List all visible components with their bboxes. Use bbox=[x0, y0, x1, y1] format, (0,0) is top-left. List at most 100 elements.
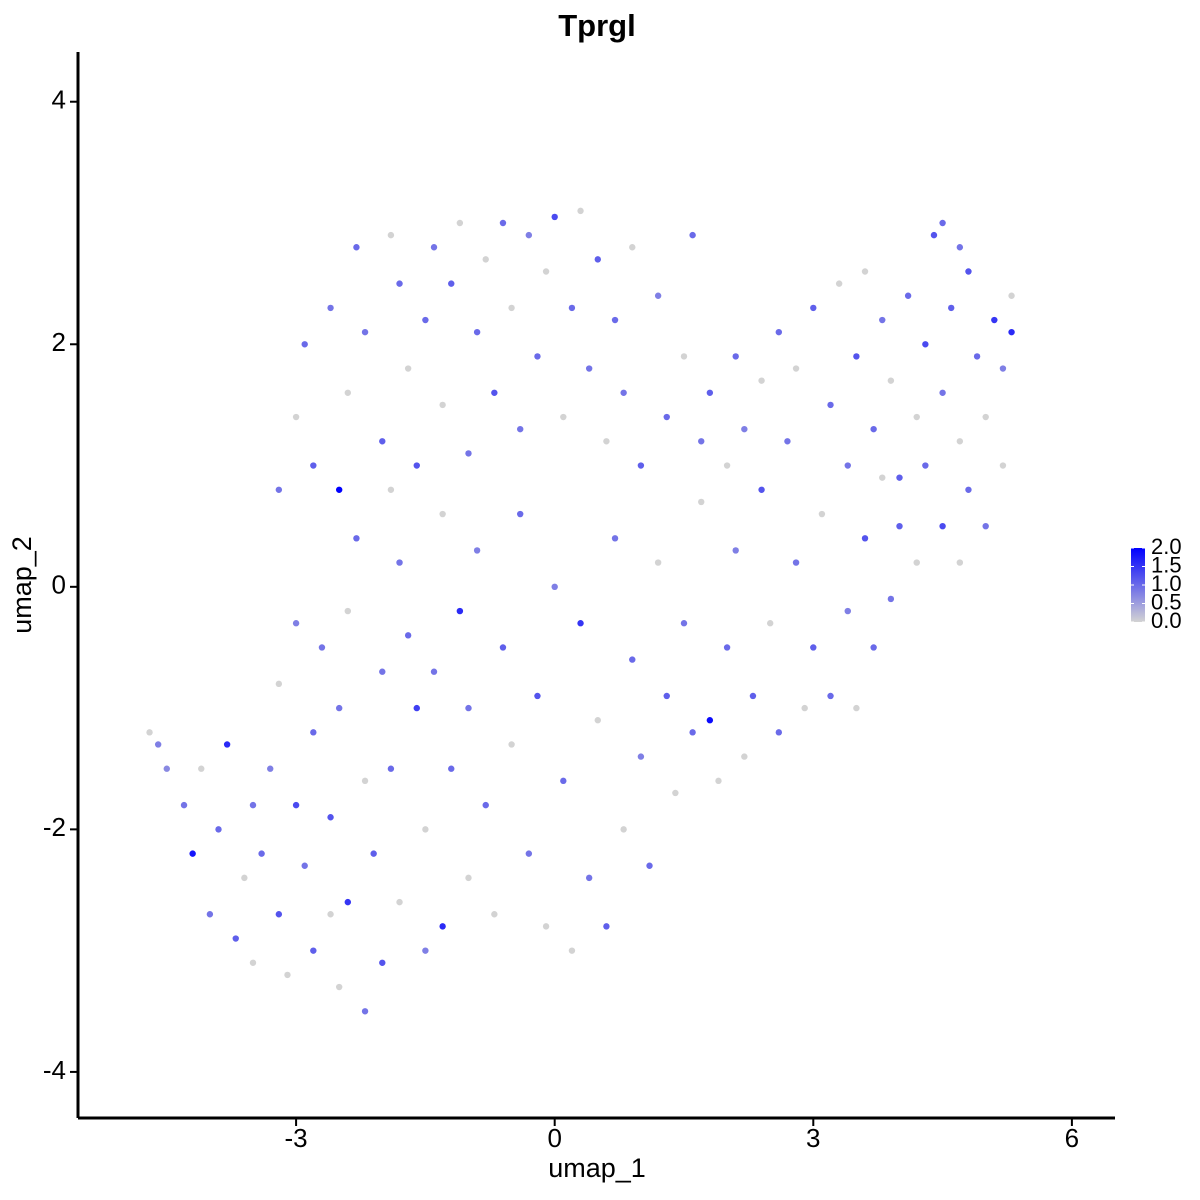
point bbox=[163, 765, 170, 772]
point bbox=[611, 316, 619, 324]
point bbox=[861, 268, 869, 275]
point bbox=[939, 219, 946, 227]
colorbar-tick-label: 2.0 bbox=[1151, 534, 1182, 559]
point bbox=[637, 753, 645, 760]
point bbox=[732, 547, 739, 554]
point bbox=[249, 959, 257, 966]
point bbox=[620, 826, 627, 833]
point bbox=[818, 510, 826, 518]
point bbox=[792, 365, 800, 372]
point bbox=[973, 353, 981, 360]
point bbox=[413, 704, 420, 712]
point bbox=[758, 486, 765, 493]
colorbar-tick-label: 1.0 bbox=[1151, 571, 1182, 596]
point bbox=[1008, 292, 1015, 299]
point bbox=[379, 959, 386, 966]
point bbox=[861, 535, 869, 542]
y-tick-label: 2 bbox=[52, 327, 66, 357]
point bbox=[310, 729, 317, 736]
point bbox=[792, 559, 800, 566]
point bbox=[482, 256, 489, 263]
point bbox=[680, 353, 688, 360]
point bbox=[982, 522, 989, 530]
point bbox=[206, 911, 214, 918]
point bbox=[922, 462, 929, 469]
point bbox=[810, 304, 817, 312]
point bbox=[473, 547, 481, 554]
point bbox=[749, 692, 757, 700]
point bbox=[680, 620, 688, 627]
point bbox=[301, 341, 308, 348]
point bbox=[534, 692, 541, 700]
point bbox=[275, 680, 283, 688]
point bbox=[801, 704, 808, 712]
point bbox=[534, 353, 541, 360]
point bbox=[275, 911, 283, 918]
point bbox=[327, 814, 334, 821]
point bbox=[439, 401, 446, 409]
point bbox=[465, 704, 472, 712]
point bbox=[585, 365, 593, 372]
point bbox=[327, 911, 334, 918]
point bbox=[887, 377, 895, 384]
point bbox=[741, 753, 748, 760]
point bbox=[663, 413, 670, 421]
point bbox=[913, 559, 920, 566]
point bbox=[542, 923, 550, 930]
point bbox=[473, 328, 481, 336]
point bbox=[723, 644, 731, 651]
point bbox=[465, 450, 472, 457]
point bbox=[603, 923, 610, 930]
point bbox=[344, 898, 352, 906]
point bbox=[629, 656, 636, 663]
point bbox=[646, 862, 653, 869]
point bbox=[404, 365, 412, 372]
point bbox=[396, 559, 403, 566]
point bbox=[465, 874, 472, 882]
point bbox=[396, 280, 403, 287]
point bbox=[956, 559, 964, 566]
point bbox=[508, 741, 515, 748]
point bbox=[267, 765, 274, 772]
point bbox=[422, 316, 429, 324]
point bbox=[1008, 328, 1015, 336]
point bbox=[637, 462, 645, 469]
y-tick-label: -2 bbox=[43, 812, 66, 842]
colorbar-tick-label: 1.5 bbox=[1151, 552, 1182, 577]
point bbox=[706, 717, 714, 724]
x-tick-label: -3 bbox=[285, 1123, 308, 1153]
point bbox=[887, 595, 895, 603]
point bbox=[982, 413, 989, 421]
point bbox=[999, 462, 1007, 469]
y-tick-label: 4 bbox=[52, 85, 66, 115]
point bbox=[379, 438, 386, 445]
point bbox=[456, 219, 464, 227]
point bbox=[379, 668, 386, 675]
point bbox=[585, 874, 593, 882]
point bbox=[706, 389, 714, 396]
point bbox=[775, 729, 783, 736]
point bbox=[672, 789, 679, 797]
point bbox=[249, 801, 257, 809]
point bbox=[387, 486, 395, 493]
point bbox=[292, 801, 300, 809]
point bbox=[689, 729, 696, 736]
point bbox=[215, 826, 222, 833]
point bbox=[517, 510, 524, 518]
point bbox=[896, 474, 903, 481]
point bbox=[853, 704, 860, 712]
point bbox=[396, 898, 403, 906]
point bbox=[542, 268, 550, 275]
y-axis-label: umap_2 bbox=[7, 536, 37, 634]
point bbox=[310, 462, 317, 469]
point bbox=[404, 632, 412, 639]
point bbox=[551, 583, 558, 591]
point bbox=[335, 486, 343, 493]
point bbox=[870, 425, 877, 433]
point bbox=[568, 304, 576, 312]
point bbox=[241, 874, 248, 882]
point bbox=[361, 777, 369, 785]
point bbox=[430, 668, 438, 675]
